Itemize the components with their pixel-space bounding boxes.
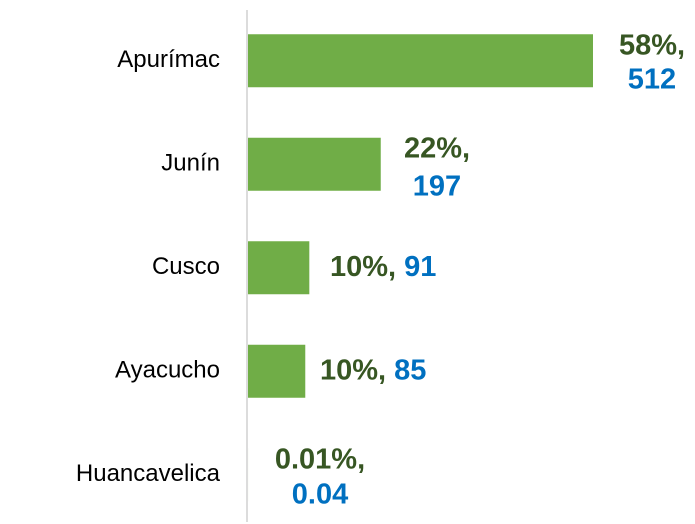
category-label: Huancavelica <box>76 460 221 487</box>
value-label: 197 <box>413 171 461 203</box>
value-label: 512 <box>628 64 676 96</box>
percent-label: 10%, <box>330 250 396 282</box>
percent-label: 10%, <box>320 354 386 386</box>
bar <box>248 344 306 398</box>
category-label: Apurímac <box>117 46 220 73</box>
category-label: Cusco <box>152 253 220 280</box>
category-label: Junín <box>161 150 220 177</box>
bar <box>248 137 381 191</box>
percent-label: 22%, <box>404 133 470 165</box>
bar <box>248 241 310 295</box>
data-label: 10%, 85 <box>320 354 426 386</box>
percent-label: 0.01%, <box>275 444 365 476</box>
data-label: 10%, 91 <box>330 250 436 282</box>
percent-label: 58%, <box>619 30 685 62</box>
value-label: 91 <box>404 250 436 282</box>
category-label: Ayacucho <box>115 357 220 384</box>
value-label: 0.04 <box>292 479 348 511</box>
bar <box>248 34 593 88</box>
value-label: 85 <box>394 354 426 386</box>
